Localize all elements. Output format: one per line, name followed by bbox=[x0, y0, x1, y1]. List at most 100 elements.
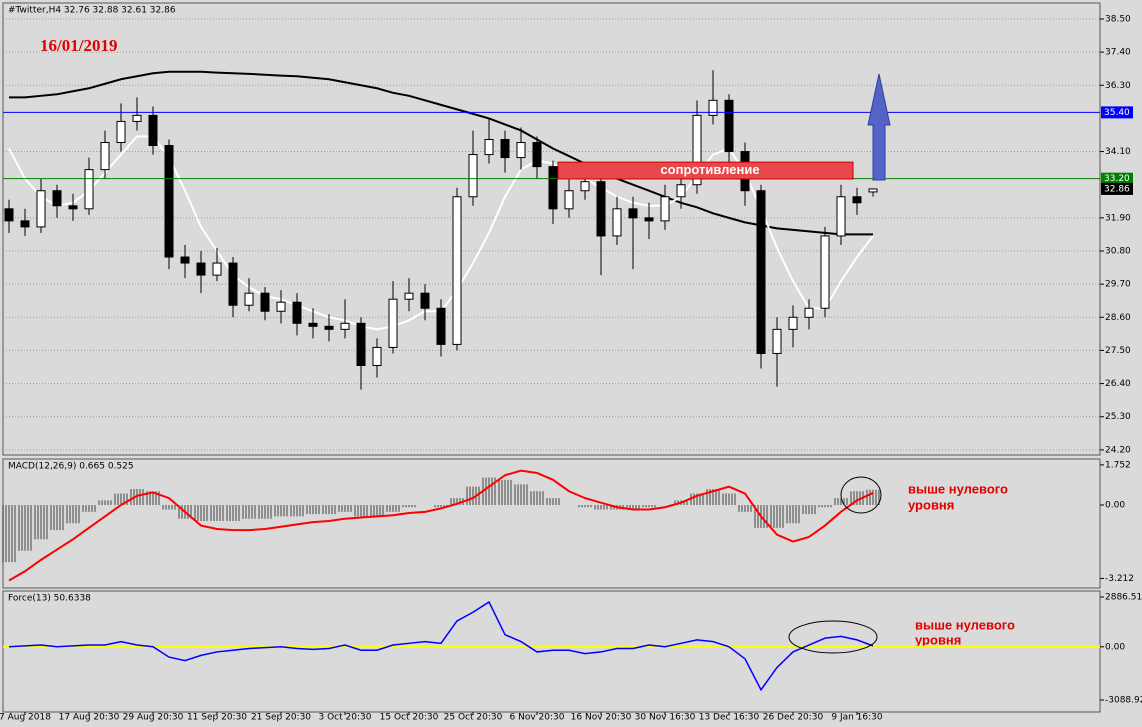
y-tick-label: 38.50 bbox=[1105, 14, 1131, 24]
force-line bbox=[8, 600, 874, 692]
candle-body bbox=[20, 220, 30, 228]
x-tick-label: 25 Oct 20:30 bbox=[444, 713, 503, 723]
candle-body bbox=[52, 190, 62, 207]
x-tick-label: 7 Aug 2018 bbox=[0, 713, 51, 723]
candle-body bbox=[436, 307, 446, 345]
level-label: 35.40 bbox=[1104, 108, 1130, 118]
price-title: #Twitter,H4 32.76 32.88 32.61 32.86 bbox=[8, 6, 176, 16]
x-tick-label: 30 Nov 16:30 bbox=[635, 713, 696, 723]
candle-body bbox=[484, 139, 494, 156]
force-note: выше нулевого bbox=[915, 617, 1015, 632]
force-panel bbox=[2, 590, 1101, 713]
y-tick-label: 30.80 bbox=[1105, 246, 1131, 256]
candle-body bbox=[324, 325, 334, 330]
y-tick-label: 37.40 bbox=[1105, 48, 1131, 58]
date-note: 16/01/2019 bbox=[40, 36, 117, 55]
candle-body bbox=[244, 292, 254, 306]
y-tick-label: 2886.510 bbox=[1105, 593, 1142, 603]
candle-body bbox=[84, 169, 94, 210]
candle-body bbox=[772, 328, 782, 354]
candle-body bbox=[68, 205, 78, 210]
candle-body bbox=[116, 120, 126, 144]
candle-body bbox=[340, 322, 350, 330]
resistance-label: сопротивление bbox=[660, 162, 759, 177]
macd-note: выше нулевого bbox=[908, 481, 1008, 496]
candle-body bbox=[228, 262, 238, 306]
candle-body bbox=[260, 292, 270, 312]
candle-body bbox=[548, 166, 558, 210]
x-tick-label: 29 Aug 20:30 bbox=[123, 713, 184, 723]
candle-body bbox=[212, 262, 222, 276]
candle-body bbox=[788, 316, 798, 330]
x-tick-label: 3 Oct 20:30 bbox=[319, 713, 372, 723]
candle-body bbox=[164, 145, 174, 258]
candle-body bbox=[692, 114, 702, 186]
candle-body bbox=[660, 196, 670, 222]
y-tick-label: -3088.92 bbox=[1105, 696, 1142, 706]
candle-body bbox=[388, 298, 398, 348]
force-note: уровня bbox=[915, 632, 961, 647]
y-tick-label: 0.00 bbox=[1105, 642, 1125, 652]
highlight-ellipse bbox=[788, 620, 878, 654]
candle-body bbox=[308, 322, 318, 327]
candle-body bbox=[180, 256, 190, 264]
candle-body bbox=[4, 208, 14, 222]
candle-body bbox=[356, 322, 366, 367]
level-tag bbox=[1101, 172, 1133, 185]
y-tick-label: 34.10 bbox=[1105, 147, 1131, 157]
x-tick-label: 13 Dec 16:30 bbox=[699, 713, 760, 723]
candle-body bbox=[868, 188, 878, 193]
price-panel bbox=[2, 2, 1101, 456]
candle-body bbox=[292, 301, 302, 324]
candle-body bbox=[804, 307, 814, 318]
y-tick-label: 25.30 bbox=[1105, 412, 1131, 422]
candle-body bbox=[596, 181, 606, 237]
x-tick-label: 16 Nov 20:30 bbox=[571, 713, 632, 723]
y-tick-label: 24.20 bbox=[1105, 445, 1131, 455]
candle-body bbox=[852, 196, 862, 204]
x-tick-label: 26 Dec 20:30 bbox=[763, 713, 824, 723]
moving-average bbox=[9, 70, 873, 236]
candle-body bbox=[708, 99, 718, 116]
y-tick-label: 28.60 bbox=[1105, 313, 1131, 323]
candle-body bbox=[100, 142, 110, 171]
y-tick-label: 31.90 bbox=[1105, 213, 1131, 223]
candle-body bbox=[468, 154, 478, 198]
y-tick-label: 27.50 bbox=[1105, 346, 1131, 356]
x-tick-label: 11 Sep 20:30 bbox=[187, 713, 247, 723]
up-arrow bbox=[867, 73, 891, 181]
candle-body bbox=[724, 99, 734, 153]
candle-body bbox=[628, 208, 638, 219]
y-tick-label: 36.30 bbox=[1105, 81, 1131, 91]
candle-body bbox=[420, 292, 430, 309]
plot: 24.20 25.30 26.40 27.50 28.60 29.70 30.80 31.90… bbox=[0, 14, 1142, 722]
y-tick-label: 29.70 bbox=[1105, 280, 1131, 290]
x-tick-label: 9 Jan 16:30 bbox=[831, 713, 883, 723]
force-title: Force(13) 50.6338 bbox=[8, 594, 91, 604]
price-tag bbox=[1101, 182, 1133, 195]
candle-body bbox=[612, 208, 622, 237]
x-tick-label: 21 Sep 20:30 bbox=[251, 713, 311, 723]
candle-body bbox=[532, 142, 542, 168]
candle-body bbox=[36, 190, 46, 228]
candle-body bbox=[644, 217, 654, 222]
y-tick-label: 26.40 bbox=[1105, 379, 1131, 389]
y-tick-label: 1.752 bbox=[1105, 460, 1131, 470]
candle-body bbox=[452, 196, 462, 345]
candle-body bbox=[404, 292, 414, 300]
level-tag bbox=[1101, 106, 1133, 119]
candle-body bbox=[820, 235, 830, 309]
candle-body bbox=[580, 181, 590, 192]
candle-body bbox=[276, 301, 286, 312]
macd-note: уровня bbox=[908, 497, 954, 512]
candle-body bbox=[516, 142, 526, 159]
highlight-ellipse bbox=[840, 476, 882, 514]
x-tick-label: 17 Aug 20:30 bbox=[59, 713, 120, 723]
last-price-label: 32.86 bbox=[1104, 184, 1130, 194]
candle-body bbox=[564, 190, 574, 210]
x-tick-label: 6 Nov 20:30 bbox=[510, 713, 565, 723]
candle-body bbox=[148, 114, 158, 147]
candle-body bbox=[500, 139, 510, 159]
